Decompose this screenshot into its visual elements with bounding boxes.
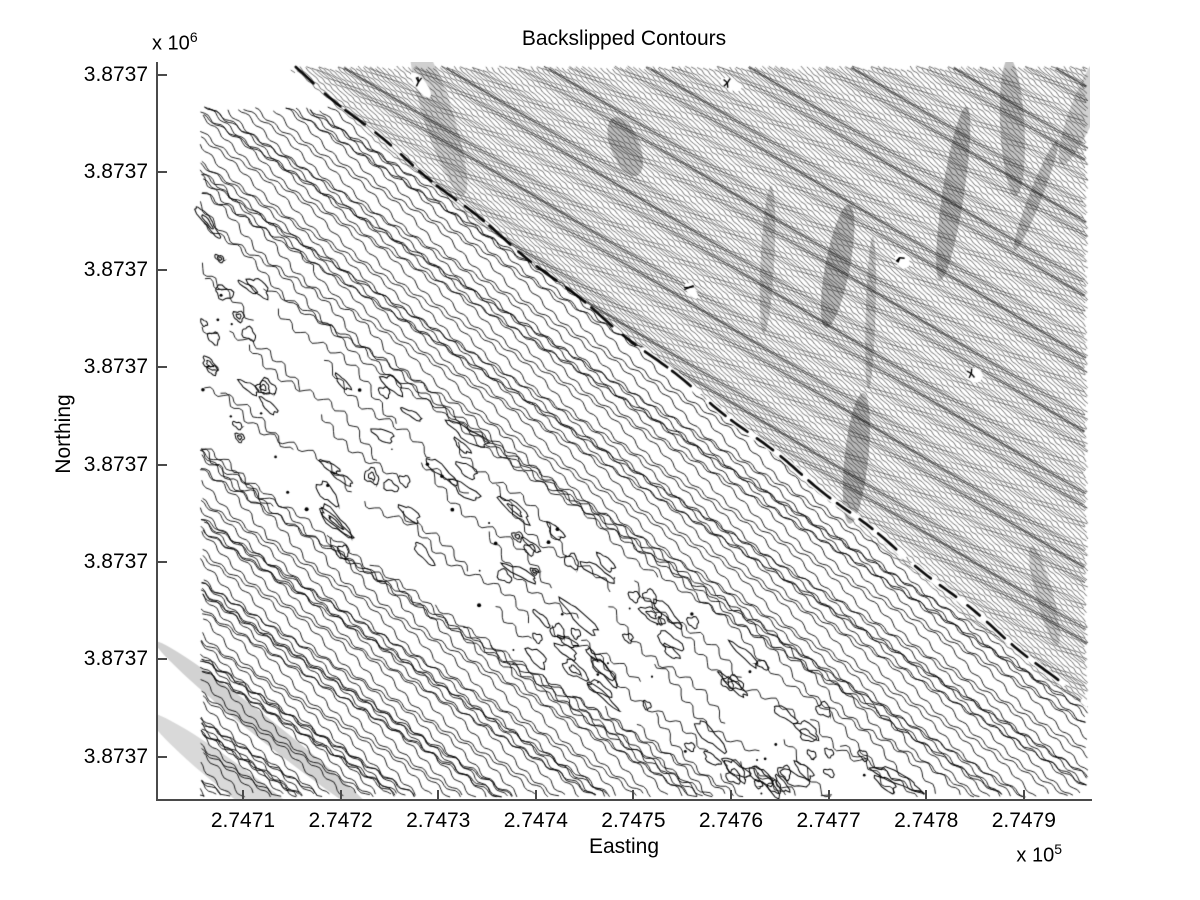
x-tick-label: 2.7476 (698, 809, 764, 832)
y-tick (158, 366, 167, 369)
x-tick (241, 790, 244, 799)
y-tick-label: 3.8737 (83, 160, 148, 184)
x-tick (925, 790, 928, 799)
y-tick-label: 3.8737 (83, 452, 148, 476)
x-tick-label: 2.7477 (796, 809, 861, 832)
y-axis-multiplier: x 106 (152, 29, 198, 55)
x-tick-label: 2.7475 (601, 809, 666, 832)
contour-canvas (158, 62, 1090, 800)
y-tick (158, 755, 167, 758)
x-tick-label: 2.7479 (991, 809, 1056, 832)
y-axis-label: Northing (52, 394, 75, 474)
x-axis-line (156, 799, 1092, 801)
y-tick (158, 171, 167, 174)
x-tick-label: 2.7472 (308, 809, 373, 832)
y-tick-label: 3.8737 (83, 647, 148, 671)
x-axis-label: Easting (588, 835, 660, 858)
x-tick (339, 790, 342, 799)
y-tick (158, 463, 167, 466)
y-tick-label: 3.8737 (83, 550, 148, 574)
x-tick-label: 2.7478 (894, 809, 959, 832)
y-tick (158, 73, 167, 76)
x-tick-label: 2.7471 (210, 809, 276, 832)
x-tick (729, 790, 732, 799)
x-tick (534, 790, 537, 799)
x-axis-multiplier: x 105 (1016, 841, 1062, 867)
y-tick (158, 658, 167, 661)
x-tick (1022, 790, 1025, 799)
x-tick (632, 790, 635, 799)
x-tick (827, 790, 830, 799)
plot-title: Backslipped Contours (521, 27, 727, 50)
x-tick-label: 2.7474 (503, 809, 568, 832)
y-tick-label: 3.8737 (83, 744, 148, 768)
y-tick (158, 268, 167, 271)
y-tick (158, 561, 167, 564)
y-tick-label: 3.8737 (83, 62, 148, 86)
x-tick (437, 790, 440, 799)
x-tick-label: 2.7473 (406, 809, 471, 832)
y-axis-line (156, 62, 158, 801)
y-tick-label: 3.8737 (83, 257, 148, 281)
y-tick-label: 3.8737 (83, 355, 148, 379)
